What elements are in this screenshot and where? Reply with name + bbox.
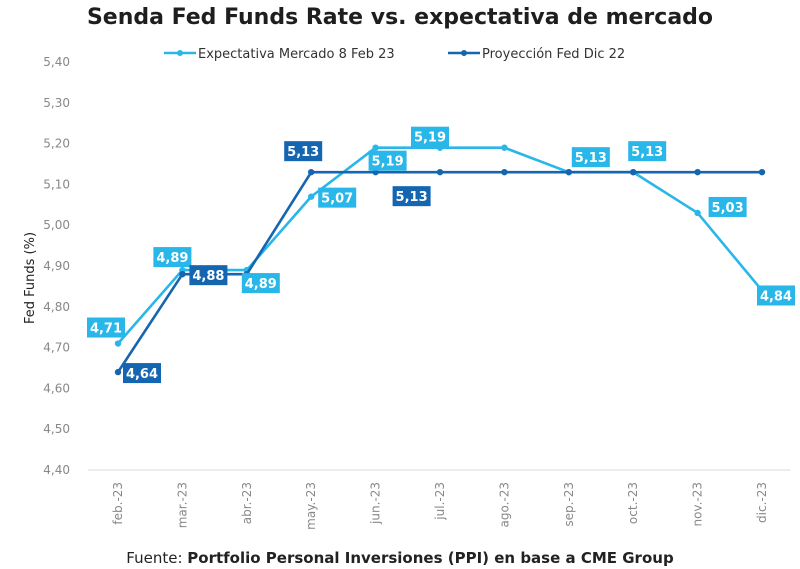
data-label-text: 5,13 <box>575 151 607 166</box>
x-tick-label: nov.-23 <box>691 482 705 527</box>
x-tick-label: ago.-23 <box>497 482 511 528</box>
data-label-text: 4,88 <box>192 269 224 284</box>
series-1-point <box>694 168 701 176</box>
data-label: 5,07 <box>318 187 357 208</box>
y-tick-label: 4,50 <box>43 422 70 436</box>
source-note: Fuente: Portfolio Personal Inversiones (… <box>126 549 674 567</box>
source-text: Portfolio Personal Inversiones (PPI) en … <box>187 549 674 567</box>
data-label: 5,13 <box>284 141 323 162</box>
data-label-box <box>241 273 280 294</box>
series-1-point <box>179 270 186 278</box>
series-1-point <box>630 168 637 176</box>
data-label: 4,71 <box>87 317 125 338</box>
data-label-text: 5,13 <box>396 190 428 205</box>
data-label-box <box>189 265 228 286</box>
data-label-text: 5,19 <box>372 155 404 170</box>
series-line-0 <box>117 146 763 345</box>
data-label-box <box>392 186 431 207</box>
series-0-point <box>694 209 701 217</box>
y-tick-label: 4,90 <box>43 259 70 273</box>
data-label-box <box>284 141 323 162</box>
data-label-text: 4,89 <box>156 251 188 266</box>
x-tick-label: feb.-23 <box>111 482 125 525</box>
y-tick-label: 5,20 <box>43 137 70 151</box>
data-label-box <box>368 150 407 171</box>
series-0-point <box>114 340 122 347</box>
x-tick-label: jun.-23 <box>369 482 383 525</box>
series-0-point <box>501 144 508 151</box>
data-label-box <box>757 285 795 306</box>
series-1-point <box>308 168 315 176</box>
data-label-box <box>628 141 667 162</box>
data-label-box <box>411 126 449 147</box>
y-tick-label: 4,60 <box>43 381 70 395</box>
y-tick-label: 5,10 <box>43 177 70 191</box>
legend-marker-market <box>177 50 183 56</box>
x-tick-label: jul.-23 <box>433 482 447 521</box>
series-1-point <box>114 368 122 376</box>
data-label-text: 4,64 <box>126 367 158 382</box>
x-tick-label: oct.-23 <box>626 482 640 524</box>
y-tick-label: 4,70 <box>43 341 70 355</box>
data-label-box <box>123 363 161 384</box>
series-1-point <box>565 168 572 176</box>
chart-title: Senda Fed Funds Rate vs. expectativa de … <box>87 5 713 30</box>
series-1-point <box>758 168 766 176</box>
data-label-text: 5,03 <box>712 201 744 216</box>
data-label-text: 4,89 <box>245 277 277 292</box>
data-label-text: 4,71 <box>90 322 122 337</box>
series-1-point <box>501 168 508 176</box>
legend-label-fed: Proyección Fed Dic 22 <box>482 47 625 62</box>
data-label: 4,89 <box>241 273 280 294</box>
data-label: 5,19 <box>368 150 407 171</box>
data-label-box <box>87 317 125 338</box>
data-label: 5,19 <box>411 126 449 147</box>
x-tick-label: may.-23 <box>304 482 318 530</box>
data-label: 4,84 <box>757 285 795 306</box>
y-axis-title: Fed Funds (%) <box>23 232 38 324</box>
data-label: 5,13 <box>571 147 610 168</box>
data-label-box <box>571 147 610 168</box>
y-tick-label: 5,30 <box>43 96 70 110</box>
data-labels-layer: 4,71 4,64 4,89 4,88 4,89 5,13 5,07 5,19 5,13 5,19… <box>87 126 795 384</box>
data-label-text: 5,07 <box>321 192 353 207</box>
y-tick-label: 4,80 <box>43 300 70 314</box>
data-label-text: 5,13 <box>631 145 663 160</box>
legend-marker-fed <box>461 50 467 56</box>
x-tick-label: dic.-23 <box>755 482 769 523</box>
y-axis: 4,40 4,50 4,60 4,70 4,80 4,90 5,00 5,10 5,20 5,30… <box>43 55 70 477</box>
source-prefix: Fuente: <box>126 549 187 567</box>
data-label: 5,13 <box>628 141 667 162</box>
series-1-point <box>436 168 444 176</box>
y-tick-label: 5,40 <box>43 55 70 69</box>
data-label: 4,89 <box>153 247 192 268</box>
y-tick-label: 4,40 <box>43 463 70 477</box>
series-0-point <box>308 193 315 200</box>
x-axis: feb.-23 mar.-23 abr.-23 may.-23 jun.-23 jul.-… <box>88 469 790 530</box>
data-label-box <box>318 187 357 208</box>
legend-label-market: Expectativa Mercado 8 Feb 23 <box>198 47 395 62</box>
data-label-box <box>153 247 192 268</box>
x-tick-label: mar.-23 <box>175 482 189 528</box>
series-0-point <box>372 144 379 151</box>
data-label: 4,64 <box>123 363 161 384</box>
y-tick-label: 5,00 <box>43 218 70 232</box>
series-layer <box>114 144 766 376</box>
data-label-text: 4,84 <box>760 289 792 304</box>
x-tick-label: abr.-23 <box>240 482 254 524</box>
data-label-text: 5,13 <box>287 145 319 160</box>
data-label: 4,88 <box>189 265 228 286</box>
data-label-text: 5,19 <box>414 131 446 146</box>
chart-legend: Expectativa Mercado 8 Feb 23 Proyección … <box>164 47 625 62</box>
x-tick-label: sep.-23 <box>562 482 576 527</box>
data-label: 5,03 <box>708 196 747 217</box>
data-label: 5,13 <box>392 186 431 207</box>
data-label-box <box>708 196 747 217</box>
